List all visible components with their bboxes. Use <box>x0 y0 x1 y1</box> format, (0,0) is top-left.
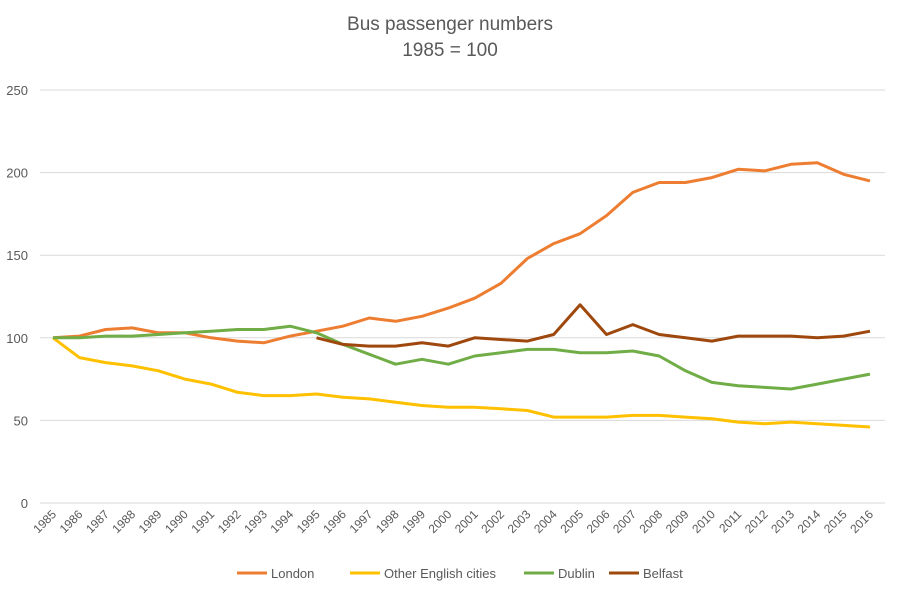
x-tick-label: 1993 <box>241 507 270 536</box>
x-tick-label: 1994 <box>268 507 297 536</box>
chart-subtitle: 1985 = 100 <box>402 40 498 61</box>
y-tick-label: 250 <box>6 83 28 98</box>
x-tick-label: 1987 <box>83 507 112 536</box>
x-tick-label: 1990 <box>162 507 191 536</box>
series-line-london <box>52 161 871 345</box>
x-tick-label: 1989 <box>136 507 165 536</box>
x-tick-label: 2001 <box>452 507 481 536</box>
y-tick-label: 0 <box>21 496 28 511</box>
x-tick-label: 2000 <box>426 507 455 536</box>
legend-label: Other English cities <box>384 566 496 581</box>
series-line-dublin <box>53 324 871 391</box>
x-tick-label: 2005 <box>557 507 586 536</box>
x-tick-label: 2012 <box>742 507 771 536</box>
x-tick-label: 2007 <box>610 507 639 536</box>
x-tick-label: 2015 <box>821 507 850 536</box>
y-tick-label: 150 <box>6 248 28 263</box>
x-tick-label: 2002 <box>478 507 507 536</box>
x-tick-label: 2013 <box>768 507 797 536</box>
x-tick-label: 1996 <box>320 507 349 536</box>
x-tick-label: 2010 <box>689 507 718 536</box>
chart-title: Bus passenger numbers <box>347 14 553 35</box>
series-line-belfast <box>316 303 871 348</box>
x-tick-label: 1985 <box>30 507 59 536</box>
x-tick-label: 1991 <box>188 507 217 536</box>
y-tick-label: 100 <box>6 331 28 346</box>
legend-label: Dublin <box>558 566 595 581</box>
y-tick-label: 200 <box>6 166 28 181</box>
x-tick-label: 2008 <box>637 507 666 536</box>
x-tick-label: 1998 <box>373 507 402 536</box>
x-tick-label: 1999 <box>399 507 428 536</box>
x-tick-label: 2003 <box>505 507 534 536</box>
x-tick-label: 1988 <box>109 507 138 536</box>
legend-label: London <box>271 566 314 581</box>
legend-label: Belfast <box>643 566 683 581</box>
x-tick-label: 1997 <box>347 507 376 536</box>
x-tick-label: 2011 <box>716 507 744 535</box>
x-tick-label: 2009 <box>663 507 692 536</box>
series-line-other-english-cities <box>52 336 871 429</box>
x-tick-label: 1986 <box>57 507 86 536</box>
x-tick-label: 2014 <box>795 507 824 536</box>
x-tick-label: 2004 <box>531 507 560 536</box>
x-tick-label: 2016 <box>847 507 876 536</box>
x-tick-label: 1995 <box>294 507 323 536</box>
x-tick-label: 2006 <box>584 507 613 536</box>
x-tick-label: 1992 <box>215 507 244 536</box>
y-tick-label: 50 <box>14 413 28 428</box>
